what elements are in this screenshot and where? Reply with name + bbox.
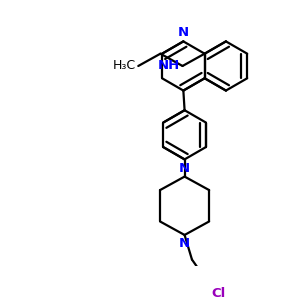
Text: N: N <box>179 162 190 175</box>
Text: H₃C: H₃C <box>112 59 136 73</box>
Text: NH: NH <box>158 59 180 73</box>
Text: Cl: Cl <box>212 287 226 300</box>
Text: N: N <box>179 237 190 250</box>
Text: N: N <box>178 26 189 39</box>
